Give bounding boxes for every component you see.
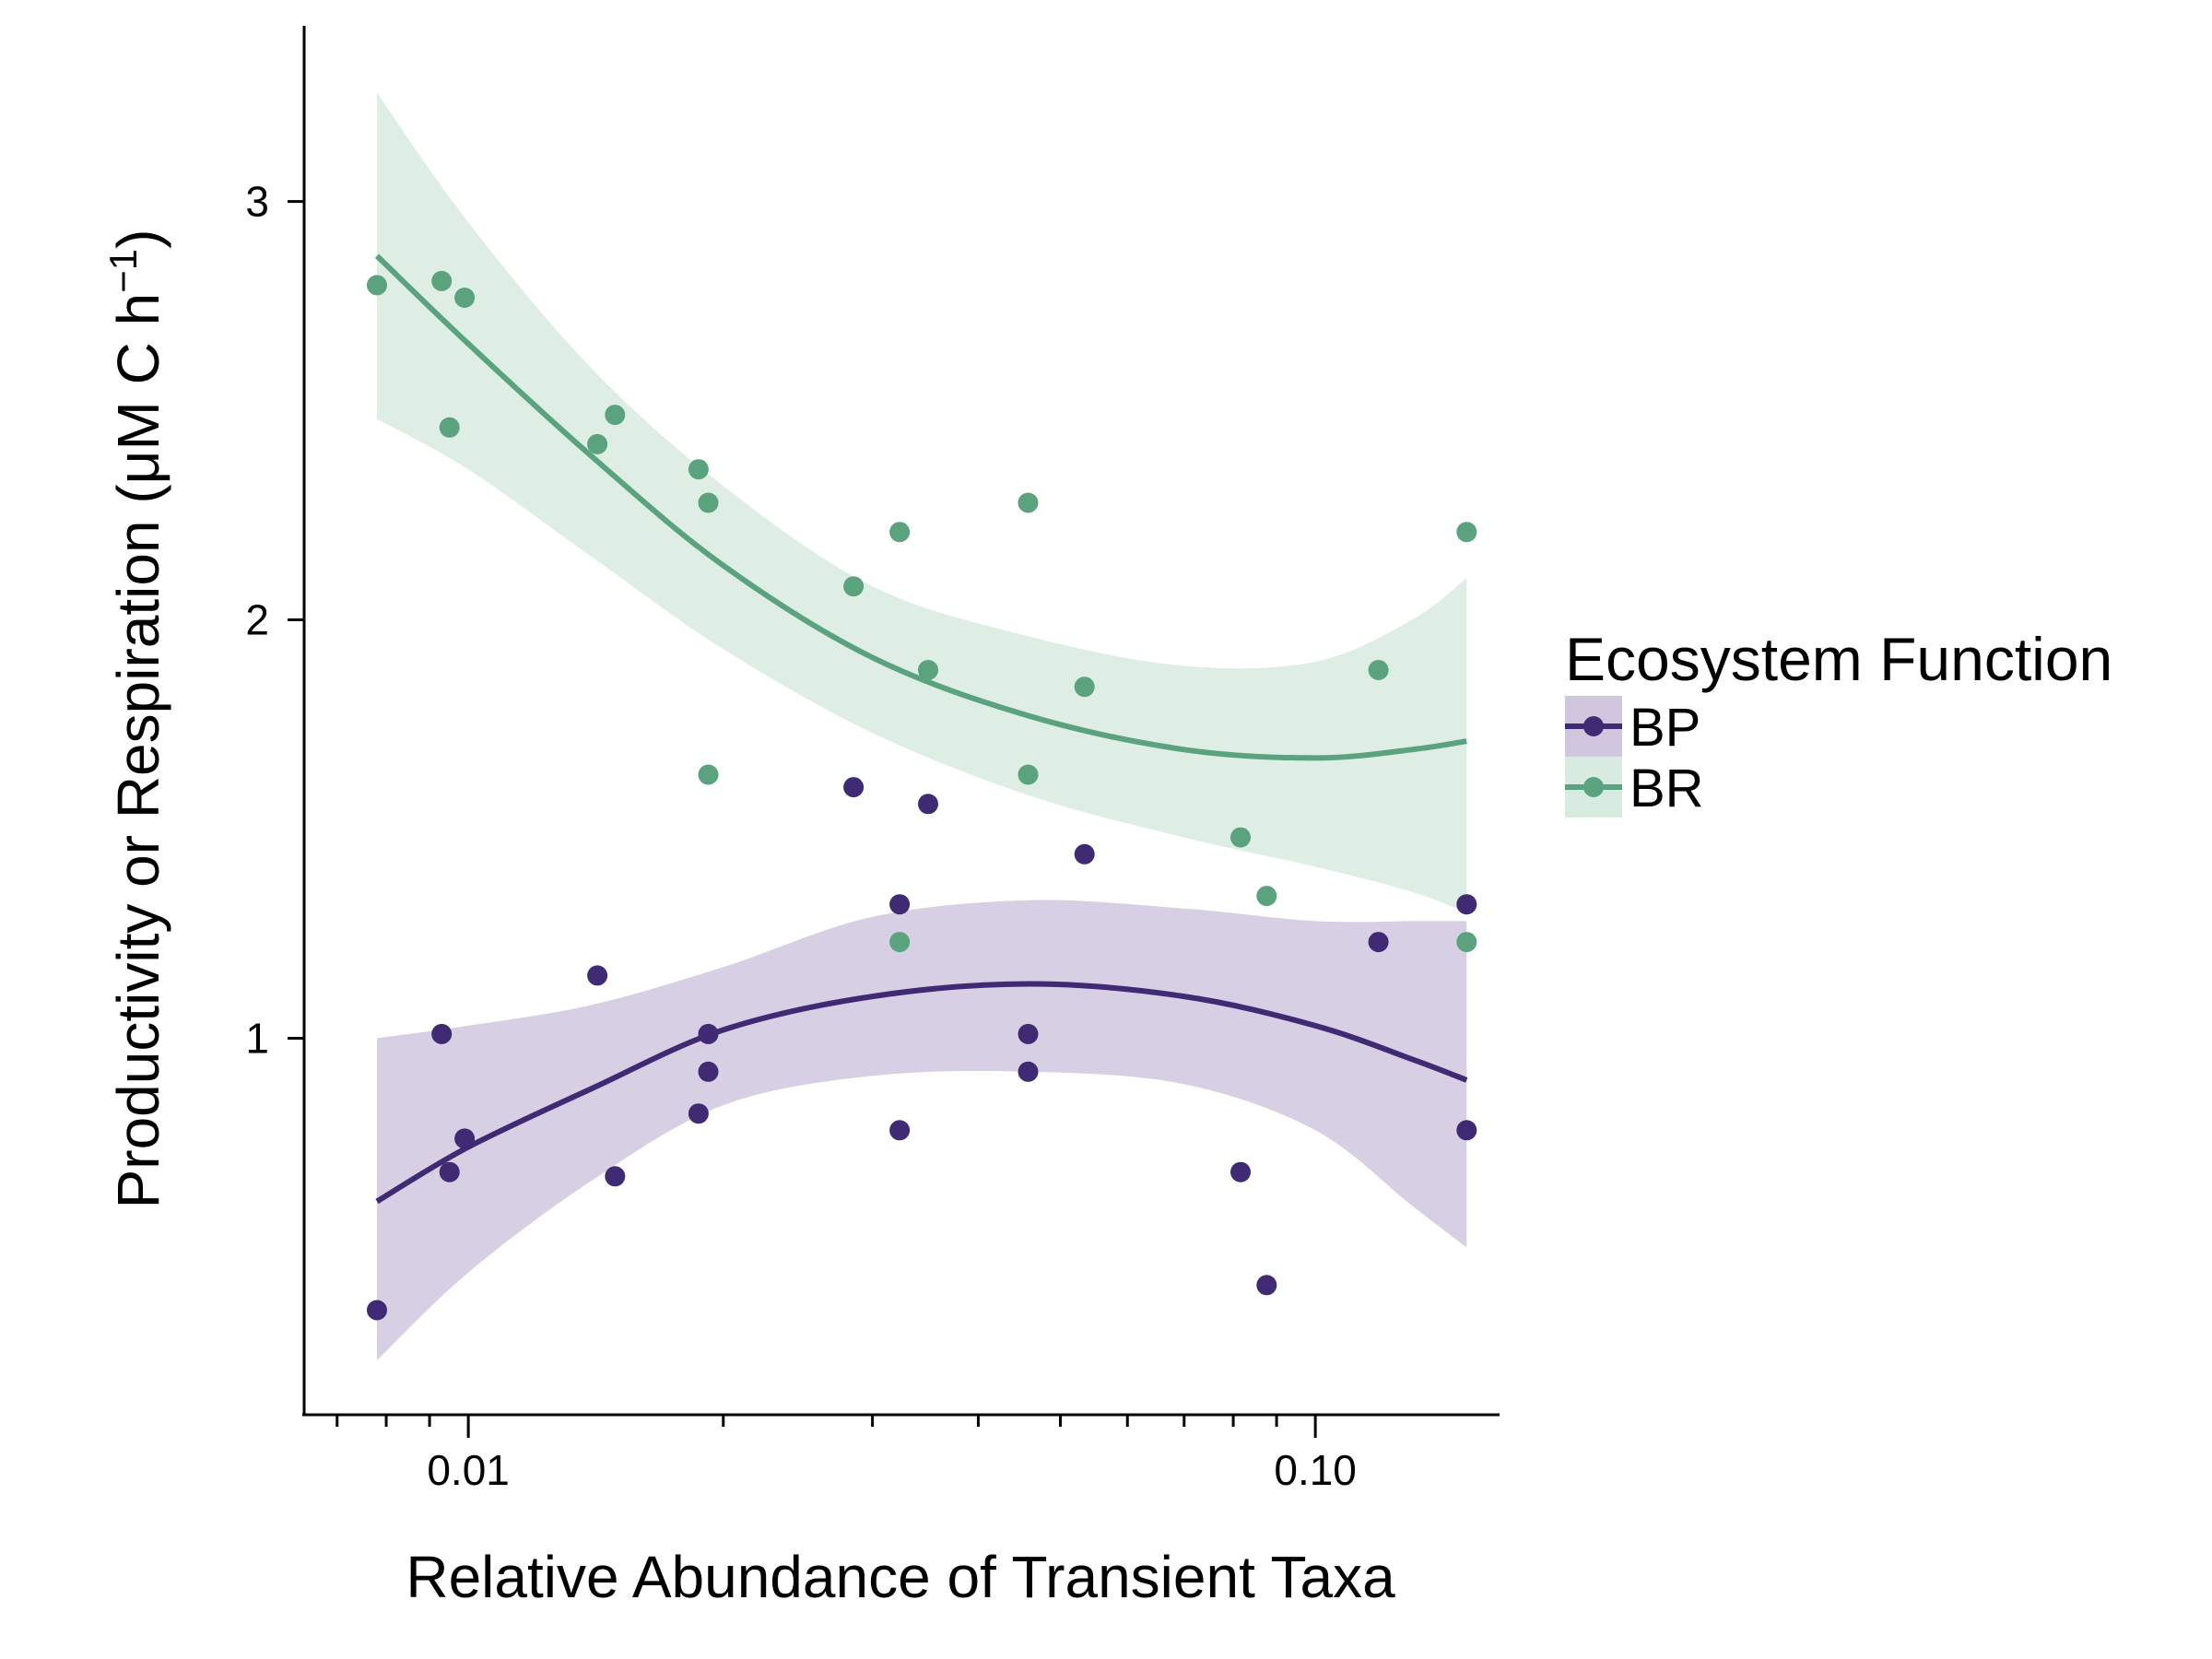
x-axis-title: Relative Abundance of Transient Taxa: [406, 1544, 1395, 1610]
br-point-6: [605, 405, 626, 426]
br-point-7: [688, 459, 709, 480]
bp-point-4: [454, 1128, 476, 1149]
bp-point-11: [889, 894, 911, 915]
br-point-12: [889, 932, 911, 953]
y-axis-title-close: ): [105, 229, 171, 249]
br-point-20: [1456, 522, 1477, 543]
br-point-17: [1230, 827, 1251, 848]
br-point-8: [698, 492, 719, 513]
y-axis-title-main: Productivity or Respiration (μM C h: [105, 293, 171, 1209]
br-point-4: [454, 288, 476, 308]
legend-label-bp: BP: [1630, 698, 1700, 758]
bp-point-3: [439, 1161, 460, 1182]
bp-point-14: [1018, 1023, 1039, 1044]
br-point-18: [1256, 886, 1277, 907]
y-tick-label-2: 2: [245, 596, 269, 644]
bp-point-8: [698, 1023, 719, 1044]
bp-point-6: [605, 1166, 626, 1187]
br-point-11: [889, 522, 911, 543]
br-point-1: [367, 275, 387, 296]
br-point-13: [918, 660, 938, 680]
legend-title: Ecosystem Function: [1565, 625, 2112, 693]
bp-point-16: [1074, 843, 1095, 865]
bp-point-19: [1368, 932, 1389, 953]
bp-point-1: [367, 1300, 387, 1321]
x-tick-label-1: 0.01: [427, 1446, 510, 1494]
legend-marker-br: [1583, 777, 1604, 797]
fit-lines: [374, 253, 1468, 1205]
y-axis-title-superscript: −1: [101, 249, 145, 293]
bp-point-12: [889, 1120, 911, 1141]
bp-point-13: [918, 794, 938, 815]
br-point-15: [1018, 764, 1039, 785]
br-point-10: [843, 576, 865, 597]
x-axis-ticks: 0.01 0.10: [335, 1415, 1357, 1494]
y-axis-ticks: 1 2 3: [245, 178, 304, 1062]
br-point-5: [587, 433, 608, 454]
bp-point-21: [1456, 1120, 1477, 1141]
br-confidence-band: [377, 92, 1467, 913]
bp-point-20: [1456, 894, 1477, 915]
bp-point-10: [843, 777, 865, 798]
br-point-3: [439, 417, 460, 438]
data-points: [367, 270, 1477, 1321]
br-fit-line: [374, 253, 1467, 761]
confidence-bands: [377, 92, 1467, 1360]
bp-point-9: [698, 1061, 719, 1082]
y-axis-title: Productivity or Respiration (μM C h−1): [101, 229, 171, 1209]
br-point-21: [1456, 932, 1477, 953]
bp-point-7: [688, 1103, 709, 1124]
bp-point-2: [431, 1023, 453, 1044]
bp-point-18: [1256, 1275, 1277, 1296]
y-tick-label-1: 1: [245, 1014, 269, 1062]
legend-label-br: BR: [1630, 759, 1704, 818]
x-tick-label-2: 0.10: [1274, 1446, 1357, 1494]
bp-point-17: [1230, 1161, 1251, 1182]
legend-item-bp: BP: [1565, 696, 1700, 758]
legend-item-br: BR: [1565, 757, 1704, 818]
legend-marker-bp: [1583, 716, 1604, 736]
bp-fit-line: [375, 981, 1468, 1205]
y-tick-label-3: 3: [245, 178, 269, 226]
br-point-19: [1368, 660, 1389, 680]
br-point-9: [698, 764, 719, 785]
br-point-2: [431, 270, 453, 291]
bp-confidence-band: [377, 900, 1467, 1360]
bp-point-5: [587, 965, 608, 986]
bp-point-15: [1018, 1061, 1039, 1082]
br-point-16: [1074, 677, 1095, 698]
br-point-14: [1018, 492, 1039, 513]
